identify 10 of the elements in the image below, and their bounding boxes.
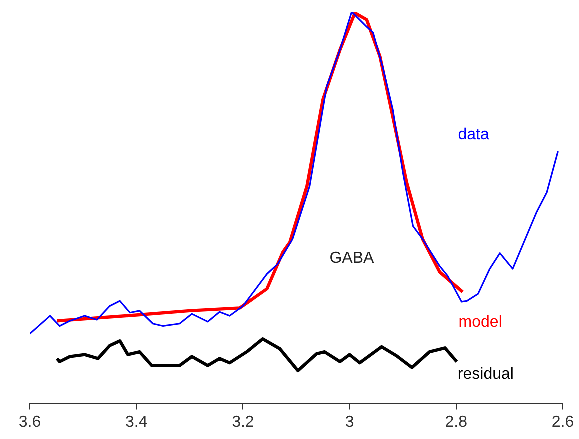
x-tick-label: 3 <box>345 414 354 431</box>
series-label: model <box>458 314 502 332</box>
text: data <box>458 126 490 144</box>
x-tick-label: 3.4 <box>125 414 148 431</box>
x-tick-label: 3.6 <box>18 414 42 431</box>
x-tick-label: 3.2 <box>232 414 254 431</box>
x-tick-label: 2.6 <box>552 414 574 431</box>
series-label: residual <box>458 366 514 383</box>
x-tick-label: 2.8 <box>445 414 468 431</box>
annotation: GABA <box>330 250 374 268</box>
